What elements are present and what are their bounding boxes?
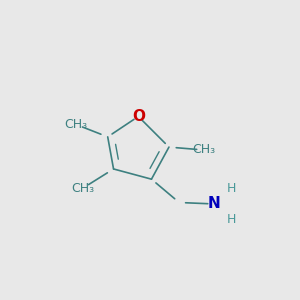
Text: CH₃: CH₃ (64, 118, 87, 131)
Text: CH₃: CH₃ (71, 182, 94, 195)
Text: O: O (132, 109, 145, 124)
Text: H: H (226, 213, 236, 226)
Text: CH₃: CH₃ (192, 143, 215, 157)
Text: N: N (208, 196, 220, 211)
Text: H: H (226, 182, 236, 195)
